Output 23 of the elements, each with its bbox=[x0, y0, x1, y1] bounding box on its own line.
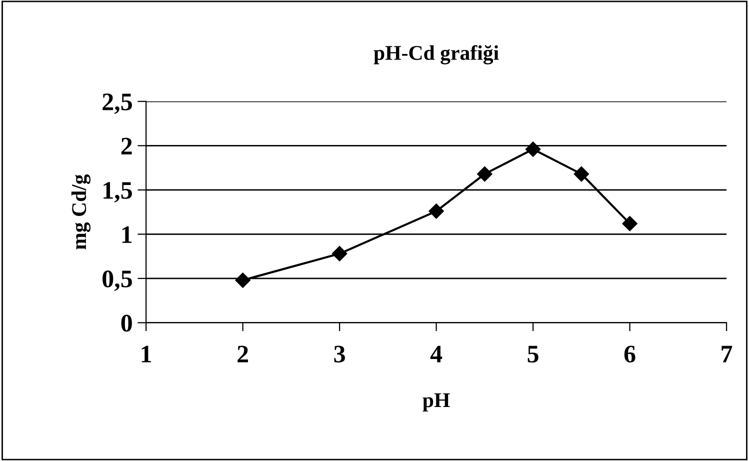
x-tick-label: 5 bbox=[528, 346, 538, 363]
point bbox=[428, 204, 444, 219]
y-tick-label: 0 bbox=[121, 314, 132, 332]
x-tick-label: 1 bbox=[142, 346, 152, 362]
point bbox=[332, 246, 348, 262]
point bbox=[235, 272, 250, 288]
chart-title: pH-Cd grafiği bbox=[374, 45, 499, 64]
y-tick-label: 2,5 bbox=[102, 94, 132, 114]
y-tick-label: 1,5 bbox=[104, 182, 132, 202]
y-tick-label: 0,5 bbox=[102, 270, 132, 291]
x-tick-label: 2 bbox=[238, 346, 248, 362]
x-tick-label: 7 bbox=[722, 346, 732, 362]
point bbox=[574, 166, 589, 182]
x-tick-label: 3 bbox=[334, 346, 345, 363]
x-tick-label: 6 bbox=[624, 346, 636, 363]
y-tick-label: 2 bbox=[121, 138, 132, 154]
point bbox=[622, 216, 638, 232]
y-axis-title: mg Cd/g bbox=[71, 174, 90, 250]
point bbox=[525, 142, 541, 157]
x-axis-title: pH bbox=[422, 393, 450, 412]
x-tick-label: 4 bbox=[430, 346, 442, 362]
point bbox=[477, 166, 492, 182]
y-tick-label: 1 bbox=[122, 226, 132, 243]
